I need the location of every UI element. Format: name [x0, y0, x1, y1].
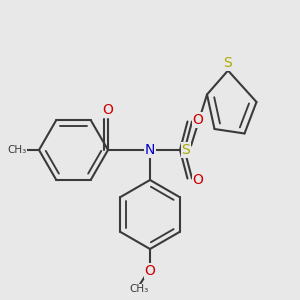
- Text: S: S: [182, 143, 190, 157]
- Text: CH₃: CH₃: [129, 284, 148, 295]
- Text: O: O: [145, 264, 155, 278]
- Text: N: N: [145, 143, 155, 157]
- Text: O: O: [193, 113, 203, 127]
- Text: S: S: [224, 56, 232, 70]
- Text: O: O: [103, 103, 113, 116]
- Text: CH₃: CH₃: [8, 145, 27, 155]
- Text: O: O: [193, 173, 203, 187]
